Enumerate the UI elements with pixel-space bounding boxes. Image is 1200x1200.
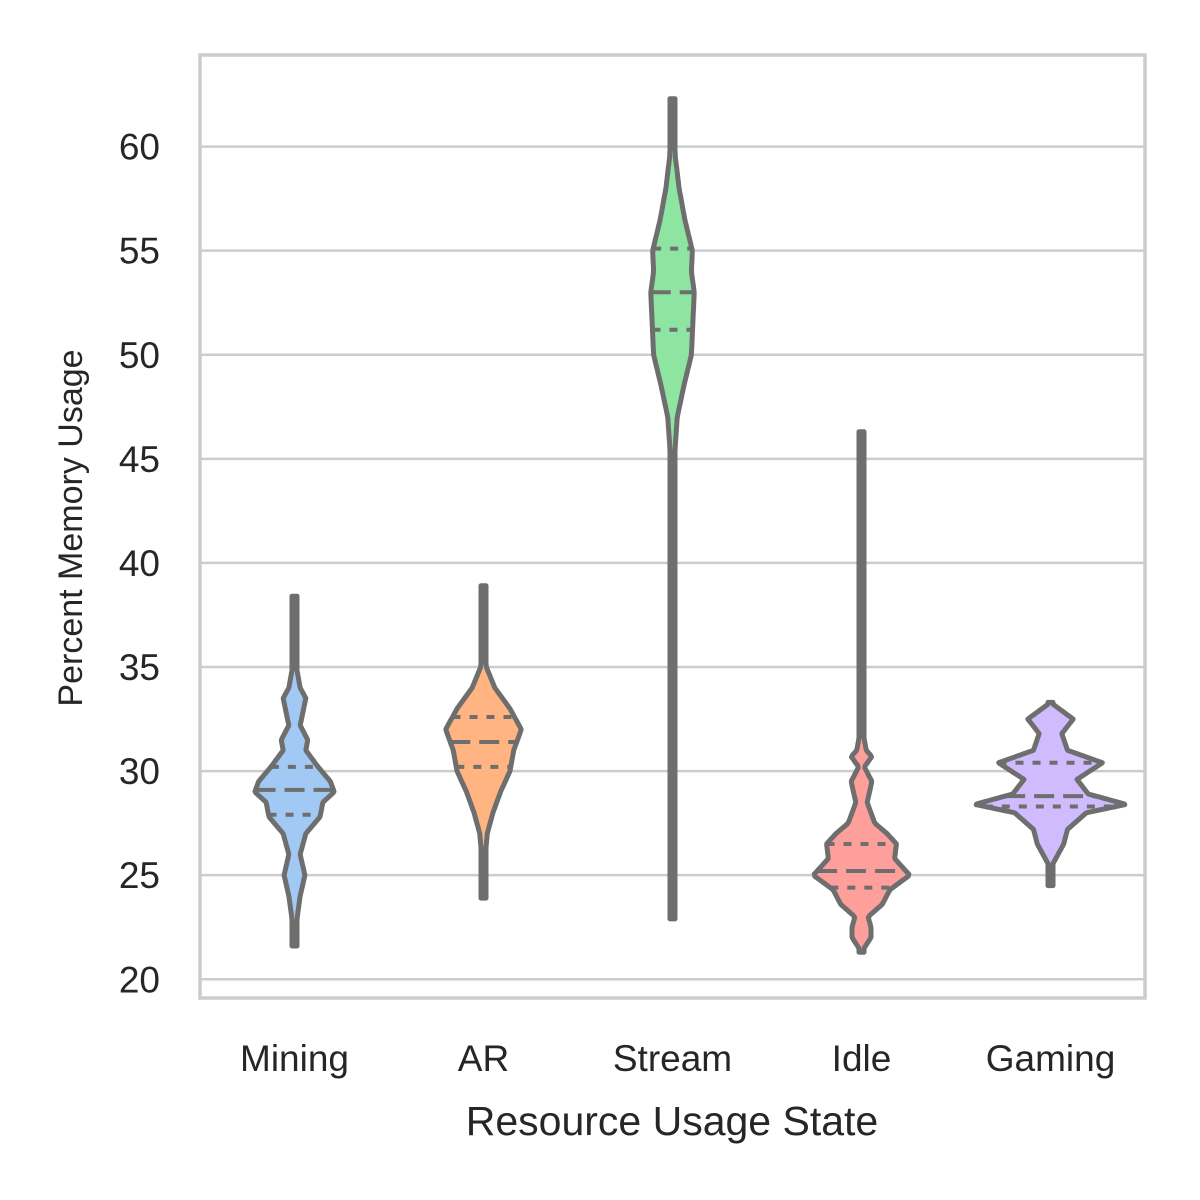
violin-gaming <box>973 699 1128 889</box>
violin-body <box>252 593 337 949</box>
y-tick-label: 20 <box>119 959 160 1000</box>
y-tick-label: 55 <box>119 231 160 272</box>
x-tick-label: Stream <box>613 1038 732 1079</box>
y-tick-labels: 20 25 30 35 40 45 50 55 60 <box>119 127 160 1001</box>
violin-stream <box>648 96 697 922</box>
violin-body <box>811 429 912 955</box>
y-tick-label: 45 <box>119 439 160 480</box>
x-axis-label: Resource Usage State <box>466 1098 879 1144</box>
x-tick-label: AR <box>458 1038 509 1079</box>
y-axis-label: Percent Memory Usage <box>52 349 90 706</box>
y-tick-label: 40 <box>119 543 160 584</box>
x-tick-label: Gaming <box>986 1038 1116 1079</box>
violin-idle <box>811 429 912 955</box>
x-tick-label: Mining <box>240 1038 349 1079</box>
violin-ar <box>443 583 524 901</box>
y-tick-label: 25 <box>119 855 160 896</box>
violins-layer <box>252 96 1128 955</box>
y-tick-label: 35 <box>119 647 160 688</box>
y-tick-label: 30 <box>119 751 160 792</box>
x-tick-label: Idle <box>832 1038 892 1079</box>
violin-mining <box>252 593 337 949</box>
y-tick-label: 60 <box>119 127 160 168</box>
plot-frame <box>198 53 1147 1000</box>
y-tick-label: 50 <box>119 335 160 376</box>
violin-body <box>648 96 697 922</box>
x-tick-labels: Mining AR Stream Idle Gaming <box>240 1038 1115 1079</box>
violin-body <box>973 699 1128 889</box>
